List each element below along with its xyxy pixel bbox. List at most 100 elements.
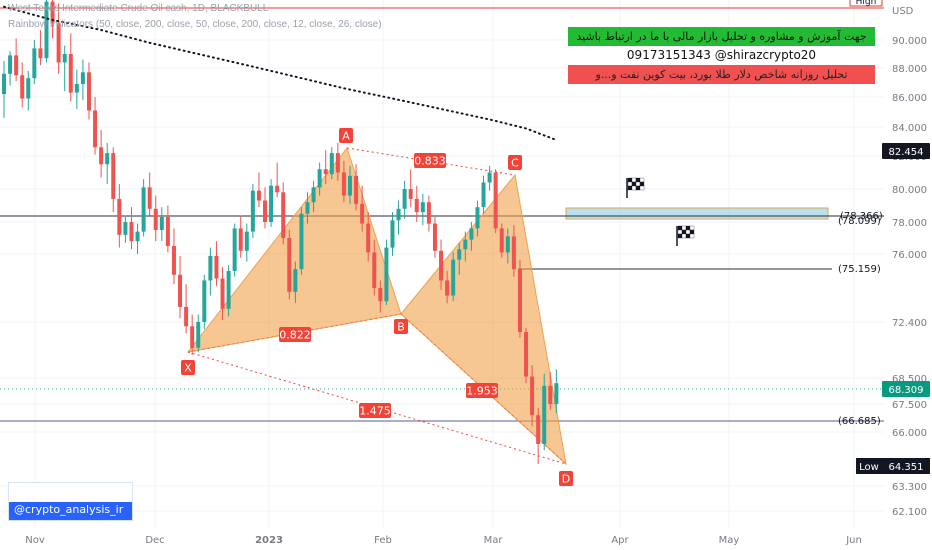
candle xyxy=(74,69,79,109)
candle xyxy=(220,267,225,321)
candle xyxy=(147,172,152,216)
candle-body xyxy=(238,228,243,251)
pattern-xb-dotted xyxy=(187,313,402,353)
candle-body xyxy=(141,187,146,232)
flag-icon-lower-check xyxy=(681,225,687,231)
candle-body xyxy=(196,322,201,348)
price-tick-label: 62.100 xyxy=(892,507,927,518)
candle-body xyxy=(360,203,365,224)
candle-body xyxy=(390,220,395,248)
candle-body xyxy=(323,169,328,175)
candle-body xyxy=(256,190,261,201)
candle-body xyxy=(232,228,237,271)
ratio-label-bg xyxy=(359,403,391,418)
moving-average-line xyxy=(3,5,558,142)
price-axis[interactable]: USD 62.100 63.300 66.000 67.500 68.500 72.400 7… xyxy=(849,0,932,550)
flag-icon-upper-check xyxy=(631,181,637,187)
time-tick-label: Dec xyxy=(145,535,164,546)
watermark-text: @crypto_analysis_ir xyxy=(14,503,124,516)
candle-body xyxy=(396,208,401,221)
price-tick-label: 90.000 xyxy=(892,36,927,47)
candle xyxy=(554,369,559,414)
candle xyxy=(14,38,19,82)
candle xyxy=(141,179,146,237)
ratio-label: 1.475 xyxy=(359,403,391,418)
flag-icon-lower xyxy=(676,225,695,246)
point-label-b-bg xyxy=(394,319,408,334)
candle xyxy=(263,187,268,229)
candle xyxy=(347,165,352,204)
candle-body xyxy=(263,200,268,222)
candle-body xyxy=(8,55,13,74)
point-label-b-text: B xyxy=(397,321,405,334)
flag-icon-lower-check xyxy=(689,225,695,231)
candle xyxy=(117,184,122,248)
candle-body xyxy=(542,385,547,444)
candle xyxy=(505,228,510,264)
candle-body xyxy=(384,247,389,302)
candle xyxy=(287,230,292,300)
tag-low-label-bg xyxy=(856,458,882,474)
flag-icon-lower-check xyxy=(689,229,695,235)
candle-body xyxy=(105,153,110,165)
flag-icon-lower-check xyxy=(689,233,695,239)
zone-layer xyxy=(565,207,829,220)
candle xyxy=(323,150,328,185)
price-tick-label: 72.400 xyxy=(892,318,927,329)
time-tick-label: Mar xyxy=(484,535,504,546)
candle-body xyxy=(335,153,340,173)
candle xyxy=(341,160,346,203)
point-label-x-bg xyxy=(181,360,195,375)
price-tick-label: 84.000 xyxy=(892,123,927,134)
point-label-b: B xyxy=(394,319,408,334)
candle-body xyxy=(123,222,128,235)
tag-82454-bg xyxy=(882,143,930,159)
price-tick-label: 63.300 xyxy=(892,482,927,493)
candle xyxy=(402,180,407,219)
level-label: (75.159) - xyxy=(838,264,888,275)
candle-body xyxy=(244,231,249,251)
candle xyxy=(38,30,43,66)
candle-body xyxy=(62,54,67,63)
flag-icon-upper-check xyxy=(627,185,633,191)
price-tick-label: 66.000 xyxy=(892,428,927,439)
candle-body xyxy=(499,228,504,253)
flag-icon-lower-check xyxy=(681,229,687,235)
candle xyxy=(244,223,249,262)
candle-body xyxy=(554,383,559,404)
candle-body xyxy=(275,185,280,193)
time-tick-label: 2023 xyxy=(255,535,283,546)
ratio-label-text: 1.475 xyxy=(359,405,391,418)
candle-body xyxy=(214,255,219,279)
candle-body xyxy=(32,48,37,79)
flag-icon-upper-check xyxy=(627,177,633,183)
candle xyxy=(105,142,110,185)
candle xyxy=(439,239,444,290)
candle xyxy=(396,200,401,235)
banner-daily: تحلیل روزانه شاخص دلار طلا بورد، بیت کوی… xyxy=(568,65,875,84)
candle-body xyxy=(548,385,553,404)
ratio-label: 0.822 xyxy=(279,327,311,342)
time-axis[interactable]: Nov Dec 2023 Feb Mar Apr May Jun xyxy=(0,528,884,550)
flags xyxy=(626,177,695,246)
candle xyxy=(305,192,310,224)
candle-body xyxy=(50,1,55,24)
tag-low-value: 64.351 xyxy=(889,462,924,473)
ratio-label-bg xyxy=(414,153,446,168)
candle-body xyxy=(341,172,346,196)
candle-body xyxy=(208,255,213,281)
candle xyxy=(384,239,389,305)
tag-82454: 82.454 xyxy=(882,143,930,159)
candle-body xyxy=(26,78,31,99)
candle xyxy=(517,259,522,338)
flag-icon-upper-check xyxy=(639,185,645,191)
candle-body xyxy=(220,278,225,309)
tag-last-price-bg xyxy=(882,381,930,397)
candle-body xyxy=(117,198,122,235)
instrument-title: West Texas Intermediate Crude Oil cash, … xyxy=(8,3,269,14)
tag-last-price: 68.309 xyxy=(882,381,930,397)
flag-icon-lower-check xyxy=(681,233,687,239)
currency-label: USD xyxy=(892,6,914,17)
